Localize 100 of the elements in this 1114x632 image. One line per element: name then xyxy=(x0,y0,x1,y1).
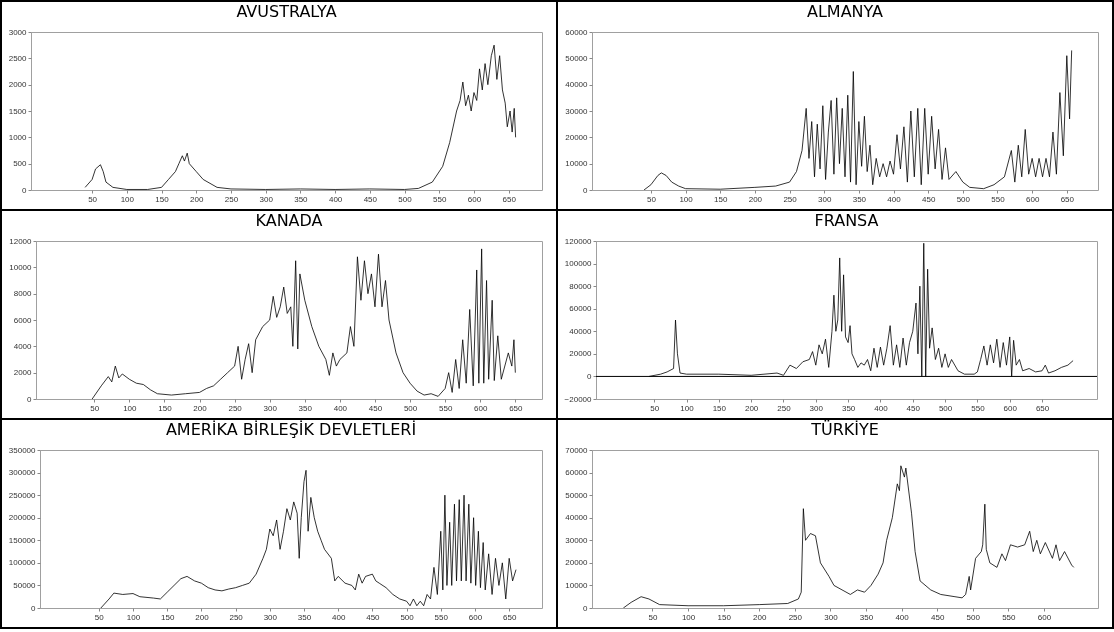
x-tick-label: 150 xyxy=(717,612,732,622)
chart-title: TÜRKİYE xyxy=(810,420,879,439)
y-tick-label: 30000 xyxy=(565,106,589,116)
y-tick-label: 30000 xyxy=(565,535,589,545)
x-tick-label: 50 xyxy=(648,612,658,622)
y-tick-label: 6000 xyxy=(13,315,33,325)
x-tick-label: 300 xyxy=(263,403,278,413)
y-tick-label: 1000 xyxy=(8,132,28,142)
y-tick-label: 0 xyxy=(583,603,589,613)
y-tick-label: 0 xyxy=(27,394,33,404)
y-tick-label: 350000 xyxy=(8,445,37,455)
line-series xyxy=(91,248,516,399)
x-tick-label: 350 xyxy=(297,612,312,622)
x-tick-label: 250 xyxy=(224,194,239,204)
x-tick-label: 400 xyxy=(332,612,346,622)
x-tick-label: 550 xyxy=(438,403,453,413)
x-tick-label: 50 xyxy=(88,194,98,204)
y-tick-label: 20000 xyxy=(565,558,589,568)
x-tick-label: 500 xyxy=(966,612,981,622)
x-tick-label: 500 xyxy=(403,403,418,413)
y-tick-label: 0 xyxy=(583,185,589,195)
line-series xyxy=(643,50,1073,190)
y-tick-label: 20000 xyxy=(565,132,589,142)
x-tick-label: 200 xyxy=(748,194,763,204)
y-tick-label: 200000 xyxy=(8,513,37,523)
x-tick-label: 300 xyxy=(818,194,832,204)
x-tick-label: 250 xyxy=(228,403,243,413)
x-tick-label: 400 xyxy=(874,403,889,413)
x-tick-label: 100 xyxy=(123,403,138,413)
x-tick-label: 600 xyxy=(474,403,488,413)
x-tick-label: 250 xyxy=(783,194,798,204)
x-tick-label: 450 xyxy=(930,612,945,622)
x-tick-label: 450 xyxy=(366,612,381,622)
x-tick-label: 500 xyxy=(956,194,971,204)
x-tick-label: 250 xyxy=(777,403,792,413)
y-tick-label: 60000 xyxy=(569,304,593,314)
x-tick-label: 50 xyxy=(90,403,100,413)
y-tick-label: 2000 xyxy=(13,368,33,378)
y-tick-label: 250000 xyxy=(8,490,37,500)
x-tick-label: 550 xyxy=(971,403,986,413)
y-tick-label: −20000 xyxy=(564,394,593,404)
x-tick-label: 100 xyxy=(679,194,694,204)
line-series xyxy=(100,469,517,608)
x-tick-label: 200 xyxy=(193,403,208,413)
x-tick-label: 250 xyxy=(788,612,803,622)
x-tick-label: 450 xyxy=(363,194,378,204)
x-tick-label: 300 xyxy=(824,612,839,622)
x-tick-label: 100 xyxy=(680,403,695,413)
chart-title: AVUSTRALYA xyxy=(236,2,337,21)
y-tick-label: 40000 xyxy=(569,326,593,336)
x-tick-label: 200 xyxy=(190,194,204,204)
x-tick-label: 400 xyxy=(887,194,902,204)
x-tick-label: 650 xyxy=(502,612,517,622)
x-tick-label: 250 xyxy=(229,612,244,622)
chart-title: KANADA xyxy=(255,211,323,230)
x-tick-label: 650 xyxy=(1035,403,1050,413)
y-tick-label: 12000 xyxy=(9,236,33,246)
x-tick-label: 500 xyxy=(400,612,415,622)
x-tick-label: 550 xyxy=(434,612,449,622)
x-tick-label: 300 xyxy=(259,194,274,204)
chart-title: FRANSA xyxy=(814,211,879,230)
y-tick-label: 500 xyxy=(13,159,28,169)
x-tick-label: 300 xyxy=(809,403,824,413)
x-tick-label: 150 xyxy=(714,194,728,204)
y-tick-label: 40000 xyxy=(565,513,589,523)
x-tick-label: 200 xyxy=(753,612,767,622)
x-tick-label: 500 xyxy=(398,194,413,204)
x-tick-label: 600 xyxy=(468,612,483,622)
x-tick-label: 600 xyxy=(467,194,482,204)
x-tick-label: 450 xyxy=(922,194,936,204)
x-tick-label: 400 xyxy=(328,194,343,204)
y-tick-label: 10000 xyxy=(565,159,589,169)
x-tick-label: 350 xyxy=(298,403,313,413)
x-tick-label: 650 xyxy=(502,194,517,204)
x-tick-label: 150 xyxy=(158,403,173,413)
line-series xyxy=(84,44,517,190)
y-tick-label: 40000 xyxy=(565,80,589,90)
x-tick-label: 300 xyxy=(263,612,278,622)
y-tick-label: 50000 xyxy=(565,53,589,63)
x-tick-label: 150 xyxy=(712,403,727,413)
x-tick-label: 550 xyxy=(991,194,1006,204)
x-tick-label: 50 xyxy=(94,612,105,622)
x-tick-label: 350 xyxy=(852,194,867,204)
y-tick-label: 0 xyxy=(31,603,37,613)
x-tick-label: 550 xyxy=(433,194,447,204)
y-tick-label: 1500 xyxy=(8,106,28,116)
y-tick-label: 10000 xyxy=(565,580,589,590)
x-tick-label: 650 xyxy=(509,403,524,413)
x-tick-label: 100 xyxy=(120,194,135,204)
x-tick-label: 400 xyxy=(333,403,348,413)
y-tick-label: 50000 xyxy=(565,490,589,500)
x-tick-label: 100 xyxy=(126,612,141,622)
y-tick-label: 120000 xyxy=(564,236,593,246)
line-series xyxy=(622,465,1075,608)
x-tick-label: 650 xyxy=(1060,194,1075,204)
chart-title: AMERİKA BİRLEŞİK DEVLETLERİ xyxy=(165,420,417,439)
y-tick-label: 20000 xyxy=(569,349,593,359)
x-tick-label: 50 xyxy=(650,403,660,413)
x-tick-label: 400 xyxy=(895,612,910,622)
y-tick-label: 3000 xyxy=(8,27,28,37)
